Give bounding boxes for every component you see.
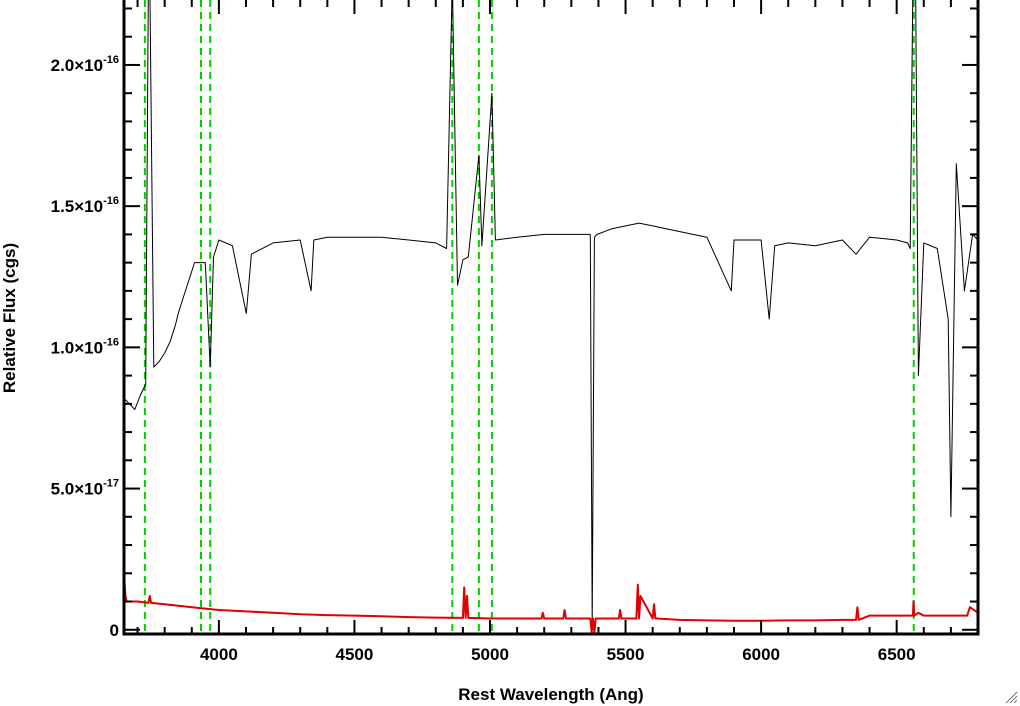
y-tick-label-0: 0: [110, 621, 119, 640]
resize-grip-icon[interactable]: [1004, 690, 1018, 704]
x-tick-label-1: 4500: [336, 645, 374, 664]
x-tick-label-3: 5500: [607, 645, 645, 664]
y-tick-label-2: 1.0×10-16: [51, 336, 119, 357]
x-tick-label-2: 5000: [471, 645, 509, 664]
x-axis-title: Rest Wavelength (Ang): [458, 685, 643, 704]
x-tick-label-0: 4000: [200, 645, 238, 664]
y-tick-label-1: 5.0×10-17: [51, 478, 119, 499]
y-tick-label-3: 1.5×10-16: [51, 195, 119, 216]
x-tick-label-4: 6000: [742, 645, 780, 664]
y-axis-title: Relative Flux (cgs): [0, 243, 19, 393]
labels-layer: 4000 4500 5000 5500 6000 6500 0 5.0×10-17 1.0×10…: [51, 54, 916, 664]
plot-frame: [122, 0, 980, 636]
series-line-0: [123, 0, 979, 625]
reference-lines: [143, 0, 915, 634]
y-tick-label-4: 2.0×10-16: [51, 54, 119, 75]
x-tick-label-5: 6500: [878, 645, 916, 664]
